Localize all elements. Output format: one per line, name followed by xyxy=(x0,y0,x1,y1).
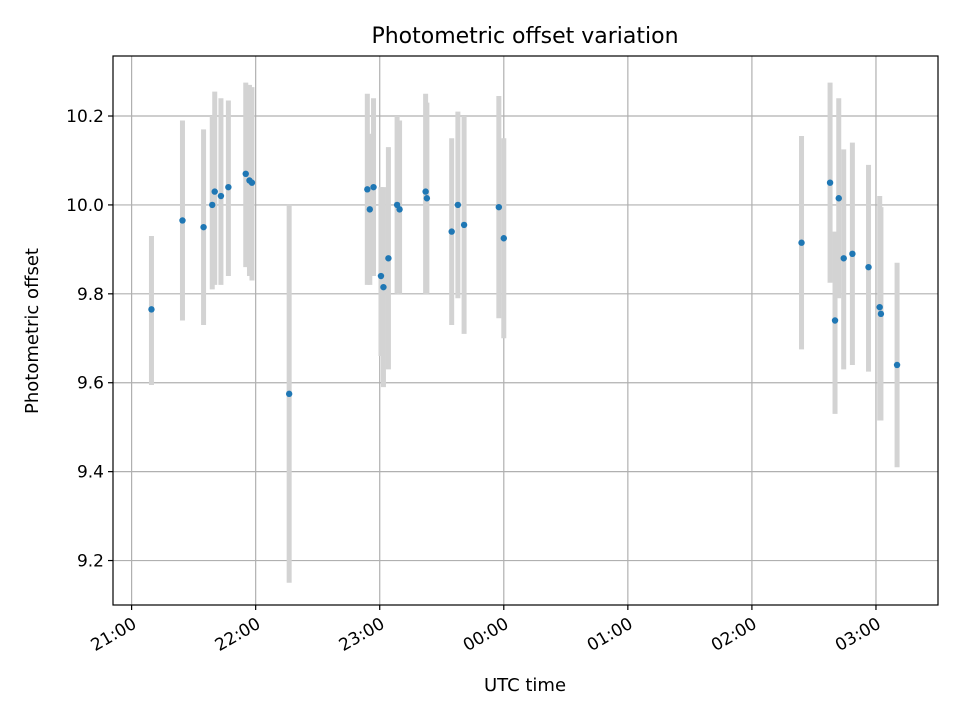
data-point xyxy=(200,223,207,231)
data-point xyxy=(209,201,216,209)
data-point xyxy=(422,188,429,195)
error-bars xyxy=(148,82,900,583)
data-point xyxy=(849,250,856,258)
data-point xyxy=(285,390,293,398)
data-point xyxy=(385,255,392,262)
y-tick-label: 9.8 xyxy=(77,285,104,305)
data-point xyxy=(179,217,186,224)
data-point xyxy=(893,361,901,369)
data-point xyxy=(840,255,847,262)
data-point xyxy=(423,195,431,202)
plot-frame xyxy=(112,55,939,606)
data-point xyxy=(225,183,232,191)
axis-ticks: 21:00 22:00 23:00 00:00 01:00 02:00 03:00 9.2 9.… xyxy=(66,107,884,656)
x-axis-label: UTC time xyxy=(484,675,566,696)
x-tick-label: 22:00 xyxy=(212,614,264,656)
grid-lines xyxy=(113,56,938,605)
data-point xyxy=(370,183,377,191)
data-point xyxy=(242,170,249,178)
y-tick-label: 9.2 xyxy=(77,552,104,572)
x-tick-label: 00:00 xyxy=(460,614,512,656)
data-point xyxy=(500,235,507,242)
x-tick-label: 01:00 xyxy=(584,614,636,656)
data-point xyxy=(364,186,371,193)
data-point xyxy=(826,179,834,186)
data-points xyxy=(148,170,901,398)
y-tick-label: 9.6 xyxy=(77,374,104,394)
data-point xyxy=(248,179,256,186)
data-point xyxy=(495,203,503,211)
data-point xyxy=(366,206,374,213)
y-axis-label: Photometric offset xyxy=(22,248,43,414)
y-tick-label: 10.0 xyxy=(66,196,104,216)
data-point xyxy=(148,306,155,313)
chart-title: Photometric offset variation xyxy=(371,24,678,49)
data-point xyxy=(217,192,225,200)
data-point xyxy=(798,239,805,246)
data-point xyxy=(396,206,403,213)
data-point xyxy=(460,221,468,229)
data-point xyxy=(835,195,842,202)
data-point xyxy=(380,283,387,291)
x-tick-label: 03:00 xyxy=(832,614,884,656)
data-point xyxy=(448,228,455,235)
x-tick-label: 02:00 xyxy=(708,614,760,656)
x-tick-label: 21:00 xyxy=(88,614,140,656)
data-point xyxy=(831,317,839,324)
y-tick-label: 10.2 xyxy=(66,107,104,127)
data-point xyxy=(454,201,462,209)
data-point xyxy=(876,303,883,311)
x-tick-label: 23:00 xyxy=(336,614,388,656)
data-point xyxy=(865,263,872,271)
data-point xyxy=(377,272,385,280)
data-point xyxy=(211,188,218,195)
y-tick-label: 9.4 xyxy=(77,463,104,483)
data-point xyxy=(877,310,885,318)
